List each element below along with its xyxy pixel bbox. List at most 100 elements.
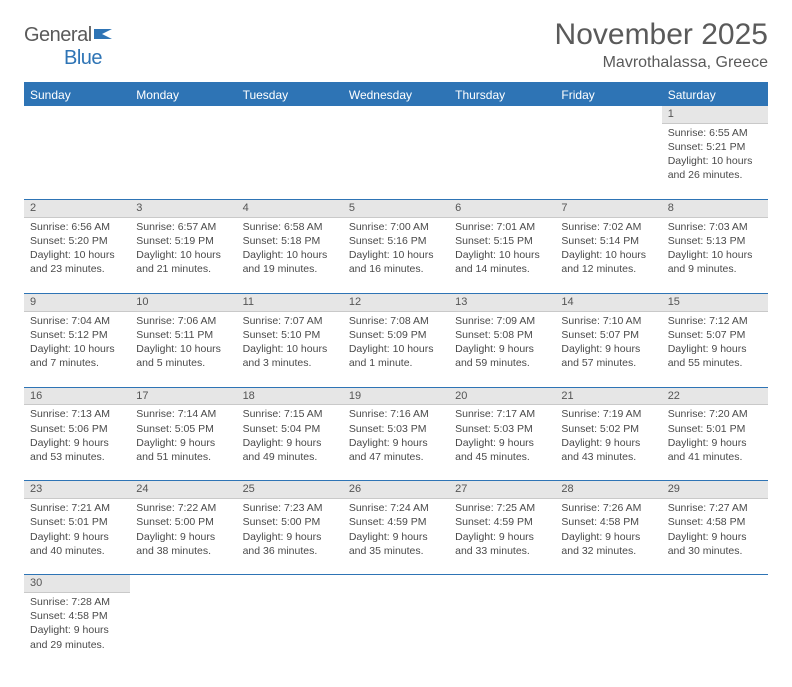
day-detail-row: Sunrise: 6:55 AMSunset: 5:21 PMDaylight:… <box>24 123 768 199</box>
day-number: 14 <box>555 293 661 311</box>
sunset-line: Sunset: 5:07 PM <box>561 329 639 341</box>
day-number: 12 <box>343 293 449 311</box>
sunrise-line: Sunrise: 7:03 AM <box>668 221 748 233</box>
empty-cell <box>343 575 449 593</box>
sunrise-line: Sunrise: 7:27 AM <box>668 502 748 514</box>
day-number: 2 <box>24 199 130 217</box>
day-number-row: 16171819202122 <box>24 387 768 405</box>
day-cell: Sunrise: 7:06 AMSunset: 5:11 PMDaylight:… <box>130 311 236 387</box>
day-cell: Sunrise: 7:08 AMSunset: 5:09 PMDaylight:… <box>343 311 449 387</box>
empty-cell <box>449 575 555 593</box>
weekday-header: Wednesday <box>343 83 449 106</box>
sunset-line: Sunset: 5:04 PM <box>243 423 321 435</box>
sunrise-line: Sunrise: 7:14 AM <box>136 408 216 420</box>
sunrise-line: Sunrise: 6:56 AM <box>30 221 110 233</box>
sunset-line: Sunset: 5:15 PM <box>455 235 533 247</box>
weekday-header: Tuesday <box>237 83 343 106</box>
empty-cell <box>237 123 343 199</box>
day-number: 8 <box>662 199 768 217</box>
logo: General Blue <box>24 24 116 70</box>
day-number: 20 <box>449 387 555 405</box>
sunrise-line: Sunrise: 6:55 AM <box>668 127 748 139</box>
sunrise-line: Sunrise: 7:02 AM <box>561 221 641 233</box>
daylight-line: Daylight: 9 hours and 57 minutes. <box>561 343 640 369</box>
day-number: 15 <box>662 293 768 311</box>
sunrise-line: Sunrise: 7:19 AM <box>561 408 641 420</box>
day-detail-row: Sunrise: 6:56 AMSunset: 5:20 PMDaylight:… <box>24 217 768 293</box>
sunset-line: Sunset: 5:09 PM <box>349 329 427 341</box>
day-cell: Sunrise: 7:12 AMSunset: 5:07 PMDaylight:… <box>662 311 768 387</box>
empty-cell <box>449 593 555 669</box>
empty-cell <box>555 106 661 123</box>
weekday-header: Saturday <box>662 83 768 106</box>
sunset-line: Sunset: 5:02 PM <box>561 423 639 435</box>
flag-icon <box>94 24 116 47</box>
day-number: 22 <box>662 387 768 405</box>
empty-cell <box>130 575 236 593</box>
daylight-line: Daylight: 10 hours and 14 minutes. <box>455 249 540 275</box>
day-cell: Sunrise: 6:56 AMSunset: 5:20 PMDaylight:… <box>24 217 130 293</box>
empty-cell <box>130 593 236 669</box>
daylight-line: Daylight: 9 hours and 30 minutes. <box>668 531 747 557</box>
day-cell: Sunrise: 7:20 AMSunset: 5:01 PMDaylight:… <box>662 405 768 481</box>
sunset-line: Sunset: 5:18 PM <box>243 235 321 247</box>
day-detail-row: Sunrise: 7:21 AMSunset: 5:01 PMDaylight:… <box>24 499 768 575</box>
day-cell: Sunrise: 7:13 AMSunset: 5:06 PMDaylight:… <box>24 405 130 481</box>
day-cell: Sunrise: 7:22 AMSunset: 5:00 PMDaylight:… <box>130 499 236 575</box>
daylight-line: Daylight: 9 hours and 35 minutes. <box>349 531 428 557</box>
daylight-line: Daylight: 9 hours and 51 minutes. <box>136 437 215 463</box>
day-cell: Sunrise: 7:01 AM Sunset: 5:15 PM Daylight:… <box>449 217 555 293</box>
sunrise-line: Sunrise: 7:28 AM <box>30 596 110 608</box>
day-number-row: 9101112131415 <box>24 293 768 311</box>
sunrise-line: Sunrise: 7:10 AM <box>561 315 641 327</box>
weekday-header: Thursday <box>449 83 555 106</box>
day-cell: Sunrise: 7:25 AMSunset: 4:59 PMDaylight:… <box>449 499 555 575</box>
day-number: 9 <box>24 293 130 311</box>
day-detail-row: Sunrise: 7:28 AMSunset: 4:58 PMDaylight:… <box>24 593 768 669</box>
day-number: 5 <box>343 199 449 217</box>
page-title: November 2025 <box>555 18 768 52</box>
sunrise-line: Sunrise: 7:13 AM <box>30 408 110 420</box>
sunrise-line: Sunrise: 7:06 AM <box>136 315 216 327</box>
empty-cell <box>343 106 449 123</box>
weekday-header: Friday <box>555 83 661 106</box>
daylight-line: Daylight: 10 hours and 21 minutes. <box>136 249 221 275</box>
empty-cell <box>130 123 236 199</box>
daylight-line: Daylight: 9 hours and 36 minutes. <box>243 531 322 557</box>
logo-word-1: General <box>24 24 92 46</box>
day-number: 16 <box>24 387 130 405</box>
sunrise-line: Sunrise: 7:01 AM <box>455 221 535 233</box>
day-number: 3 <box>130 199 236 217</box>
empty-cell <box>130 106 236 123</box>
sunrise-line: Sunrise: 7:20 AM <box>668 408 748 420</box>
sunrise-line: Sunrise: 7:17 AM <box>455 408 535 420</box>
day-number: 4 <box>237 199 343 217</box>
empty-cell <box>449 106 555 123</box>
day-cell: Sunrise: 7:03 AMSunset: 5:13 PMDaylight:… <box>662 217 768 293</box>
sunrise-line: Sunrise: 7:09 AM <box>455 315 535 327</box>
daylight-line: Daylight: 10 hours and 9 minutes. <box>668 249 753 275</box>
day-number-row: 2345678 <box>24 199 768 217</box>
sunset-line: Sunset: 5:16 PM <box>349 235 427 247</box>
daylight-line: Daylight: 10 hours and 16 minutes. <box>349 249 434 275</box>
daylight-line: Daylight: 9 hours and 40 minutes. <box>30 531 109 557</box>
calendar-table: SundayMondayTuesdayWednesdayThursdayFrid… <box>24 82 768 669</box>
sunrise-line: Sunrise: 7:22 AM <box>136 502 216 514</box>
day-cell: Sunrise: 7:15 AMSunset: 5:04 PMDaylight:… <box>237 405 343 481</box>
day-cell: Sunrise: 7:23 AMSunset: 5:00 PMDaylight:… <box>237 499 343 575</box>
empty-cell <box>555 123 661 199</box>
daylight-line: Daylight: 10 hours and 1 minute. <box>349 343 434 369</box>
day-cell: Sunrise: 7:14 AMSunset: 5:05 PMDaylight:… <box>130 405 236 481</box>
daylight-line: Daylight: 10 hours and 7 minutes. <box>30 343 115 369</box>
weekday-header-row: SundayMondayTuesdayWednesdayThursdayFrid… <box>24 83 768 106</box>
weekday-header: Sunday <box>24 83 130 106</box>
title-block: November 2025 Mavrothalassa, Greece <box>555 18 768 72</box>
empty-cell <box>237 593 343 669</box>
sunset-line: Sunset: 5:07 PM <box>668 329 746 341</box>
daylight-line: Daylight: 9 hours and 49 minutes. <box>243 437 322 463</box>
sunset-line: Sunset: 5:12 PM <box>30 329 108 341</box>
sunset-line: Sunset: 4:59 PM <box>349 516 427 528</box>
sunrise-line: Sunrise: 7:21 AM <box>30 502 110 514</box>
day-number-row: 1 <box>24 106 768 123</box>
day-number: 18 <box>237 387 343 405</box>
